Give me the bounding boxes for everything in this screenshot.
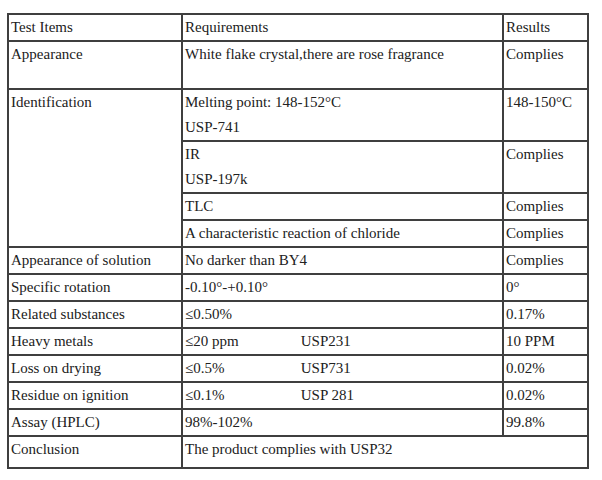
cell-result-solution: Complies bbox=[503, 247, 588, 274]
row-specific-rotation: Specific rotation -0.10°-+0.10° 0° bbox=[8, 274, 588, 301]
req-melting-point-line1: Melting point: 148-152°C bbox=[185, 90, 501, 115]
header-results: Results bbox=[503, 14, 588, 41]
req-ir-line1: IR bbox=[185, 142, 501, 167]
cell-req-related-substances: ≤0.50% bbox=[182, 301, 503, 328]
header-test-items: Test Items bbox=[8, 14, 182, 41]
header-requirements: Requirements bbox=[182, 14, 503, 41]
cell-item-assay: Assay (HPLC) bbox=[8, 409, 182, 436]
row-appearance: Appearance White flake crystal,there are… bbox=[8, 41, 588, 89]
req-loss-on-drying-method: USP731 bbox=[301, 360, 351, 376]
cell-result-related-substances: 0.17% bbox=[503, 301, 588, 328]
row-assay: Assay (HPLC) 98%-102% 99.8% bbox=[8, 409, 588, 436]
req-heavy-metals-method: USP231 bbox=[301, 333, 351, 349]
row-loss-on-drying: Loss on drying ≤0.5% USP731 0.02% bbox=[8, 355, 588, 382]
row-heavy-metals: Heavy metals ≤20 ppm USP231 10 PPM bbox=[8, 328, 588, 355]
cell-req-tlc: TLC bbox=[182, 193, 503, 220]
header-row: Test Items Requirements Results bbox=[8, 14, 588, 41]
row-identification-melting-point: Identification Melting point: 148-152°C … bbox=[8, 89, 588, 141]
cell-item-heavy-metals: Heavy metals bbox=[8, 328, 182, 355]
cell-req-melting-point: Melting point: 148-152°C USP-741 bbox=[182, 89, 503, 141]
cell-result-melting-point: 148-150°C bbox=[503, 89, 588, 141]
cell-result-ir: Complies bbox=[503, 141, 588, 193]
cell-req-residue-on-ignition: ≤0.1% USP 281 bbox=[182, 382, 503, 409]
cell-req-heavy-metals: ≤20 ppm USP231 bbox=[182, 328, 503, 355]
row-appearance-of-solution: Appearance of solution No darker than BY… bbox=[8, 247, 588, 274]
cell-req-appearance: White flake crystal,there are rose fragr… bbox=[182, 41, 503, 89]
cell-item-appearance: Appearance bbox=[8, 41, 182, 89]
cell-result-tlc: Complies bbox=[503, 193, 588, 220]
cell-item-related-substances: Related substances bbox=[8, 301, 182, 328]
cell-req-solution: No darker than BY4 bbox=[182, 247, 503, 274]
req-ir-line2: USP-197k bbox=[185, 167, 501, 192]
cell-result-rotation: 0° bbox=[503, 274, 588, 301]
cell-result-residue-on-ignition: 0.02% bbox=[503, 382, 588, 409]
row-related-substances: Related substances ≤0.50% 0.17% bbox=[8, 301, 588, 328]
cell-item-solution: Appearance of solution bbox=[8, 247, 182, 274]
cell-req-chloride: A characteristic reaction of chloride bbox=[182, 220, 503, 247]
cell-item-loss-on-drying: Loss on drying bbox=[8, 355, 182, 382]
req-residue-on-ignition-method: USP 281 bbox=[301, 387, 354, 403]
cell-result-assay: 99.8% bbox=[503, 409, 588, 436]
cell-result-appearance: Complies bbox=[503, 41, 588, 89]
cell-req-conclusion: The product complies with USP32 bbox=[182, 436, 588, 468]
cell-req-loss-on-drying: ≤0.5% USP731 bbox=[182, 355, 503, 382]
cell-item-rotation: Specific rotation bbox=[8, 274, 182, 301]
cell-item-residue-on-ignition: Residue on ignition bbox=[8, 382, 182, 409]
cell-req-assay: 98%-102% bbox=[182, 409, 503, 436]
cell-result-chloride: Complies bbox=[503, 220, 588, 247]
cell-result-loss-on-drying: 0.02% bbox=[503, 355, 588, 382]
req-loss-on-drying-spec: ≤0.5% bbox=[185, 356, 297, 381]
coa-specification-table: Test Items Requirements Results Appearan… bbox=[7, 13, 589, 469]
cell-item-conclusion: Conclusion bbox=[8, 436, 182, 468]
cell-req-rotation: -0.10°-+0.10° bbox=[182, 274, 503, 301]
cell-result-heavy-metals: 10 PPM bbox=[503, 328, 588, 355]
row-residue-on-ignition: Residue on ignition ≤0.1% USP 281 0.02% bbox=[8, 382, 588, 409]
cell-item-identification: Identification bbox=[8, 89, 182, 247]
cell-req-ir: IR USP-197k bbox=[182, 141, 503, 193]
req-heavy-metals-spec: ≤20 ppm bbox=[185, 329, 297, 354]
req-melting-point-line2: USP-741 bbox=[185, 115, 501, 140]
row-conclusion: Conclusion The product complies with USP… bbox=[8, 436, 588, 468]
req-residue-on-ignition-spec: ≤0.1% bbox=[185, 383, 297, 408]
